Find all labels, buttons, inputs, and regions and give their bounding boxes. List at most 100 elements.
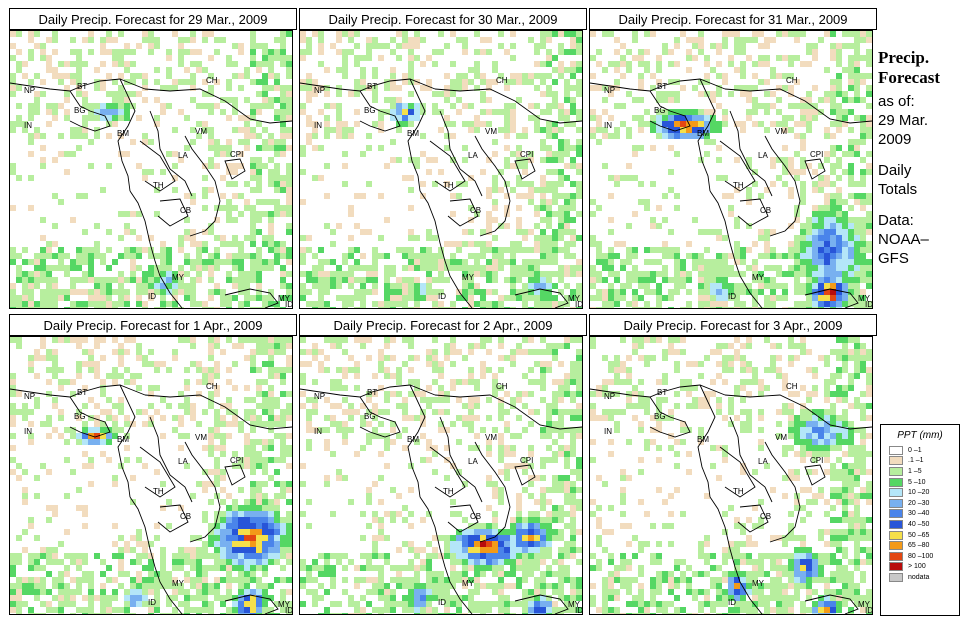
precip-cell	[226, 145, 232, 151]
precip-cell	[324, 565, 330, 571]
precip-cell	[214, 457, 220, 463]
precip-cell	[300, 289, 306, 295]
precip-cell	[576, 559, 582, 565]
precip-cell	[238, 595, 244, 601]
precip-cell	[184, 295, 190, 301]
precip-cell	[836, 55, 842, 61]
precip-cell	[82, 37, 88, 43]
precip-cell	[34, 355, 40, 361]
precip-cell	[342, 133, 348, 139]
precip-cell	[794, 217, 800, 223]
precip-cell	[528, 601, 534, 607]
precip-cell	[348, 133, 354, 139]
precip-cell	[262, 445, 268, 451]
precip-cell	[546, 217, 552, 223]
precip-cell	[262, 49, 268, 55]
precip-cell	[214, 421, 220, 427]
precip-cell	[268, 175, 274, 181]
precip-cell	[432, 571, 438, 577]
precip-cell	[70, 559, 76, 565]
precip-cell	[336, 85, 342, 91]
country-label: BG	[364, 106, 376, 115]
precip-cell	[474, 547, 480, 553]
precip-cell	[208, 469, 214, 475]
precip-cell	[64, 295, 70, 301]
precip-cell	[286, 361, 292, 367]
precip-cell	[124, 109, 130, 115]
precip-cell	[450, 103, 456, 109]
precip-cell	[534, 499, 540, 505]
precip-cell	[312, 91, 318, 97]
precip-cell	[274, 85, 280, 91]
precip-cell	[848, 97, 854, 103]
precip-cell	[124, 97, 130, 103]
precip-cell	[52, 607, 58, 613]
precip-cell	[468, 541, 474, 547]
precip-cell	[450, 253, 456, 259]
precip-cell	[28, 31, 34, 37]
precip-cell	[190, 415, 196, 421]
precip-cell	[836, 79, 842, 85]
precip-cell	[444, 391, 450, 397]
precip-cell	[256, 421, 262, 427]
precip-cell	[300, 559, 306, 565]
precip-cell	[256, 247, 262, 253]
precip-cell	[286, 337, 292, 343]
precip-cell	[226, 181, 232, 187]
precip-cell	[620, 295, 626, 301]
precip-cell	[384, 217, 390, 223]
precip-cell	[160, 307, 166, 308]
precip-cell	[668, 61, 674, 67]
precip-cell	[752, 277, 758, 283]
precip-cell	[534, 295, 540, 301]
precip-cell	[306, 589, 312, 595]
precip-cell	[426, 277, 432, 283]
precip-cell	[570, 49, 576, 55]
precip-cell	[752, 169, 758, 175]
precip-cell	[22, 73, 28, 79]
precip-cell	[300, 151, 306, 157]
precip-cell	[836, 217, 842, 223]
precip-cell	[558, 265, 564, 271]
precip-cell	[408, 283, 414, 289]
precip-cell	[498, 565, 504, 571]
precip-cell	[280, 547, 286, 553]
precip-cell	[136, 163, 142, 169]
precip-cell	[462, 121, 468, 127]
precip-cell	[854, 85, 860, 91]
precip-cell	[40, 301, 46, 307]
precip-cell	[256, 583, 262, 589]
precip-cell	[342, 301, 348, 307]
precip-cell	[842, 229, 848, 235]
precip-cell	[806, 295, 812, 301]
precip-cell	[546, 49, 552, 55]
precip-cell	[306, 439, 312, 445]
precip-cell	[124, 433, 130, 439]
precip-cell	[486, 541, 492, 547]
precip-cell	[160, 565, 166, 571]
country-border	[514, 594, 569, 614]
precip-cell	[318, 49, 324, 55]
precip-cell	[190, 607, 196, 613]
precip-cell	[408, 295, 414, 301]
precip-cell	[178, 307, 184, 308]
precip-cell	[384, 595, 390, 601]
precip-cell	[722, 175, 728, 181]
precip-cell	[824, 193, 830, 199]
precip-cell	[34, 91, 40, 97]
precip-cell	[552, 187, 558, 193]
precip-cell	[342, 127, 348, 133]
precip-cell	[366, 433, 372, 439]
precip-cell	[52, 277, 58, 283]
precip-cell	[462, 259, 468, 265]
precip-cell	[504, 307, 510, 308]
precip-cell	[722, 277, 728, 283]
precip-cell	[64, 289, 70, 295]
precip-cell	[564, 265, 570, 271]
precip-cell	[172, 613, 178, 614]
precip-cell	[516, 217, 522, 223]
precip-cell	[534, 205, 540, 211]
precip-cell	[118, 109, 124, 115]
precip-cell	[462, 355, 468, 361]
precip-cell	[286, 133, 292, 139]
